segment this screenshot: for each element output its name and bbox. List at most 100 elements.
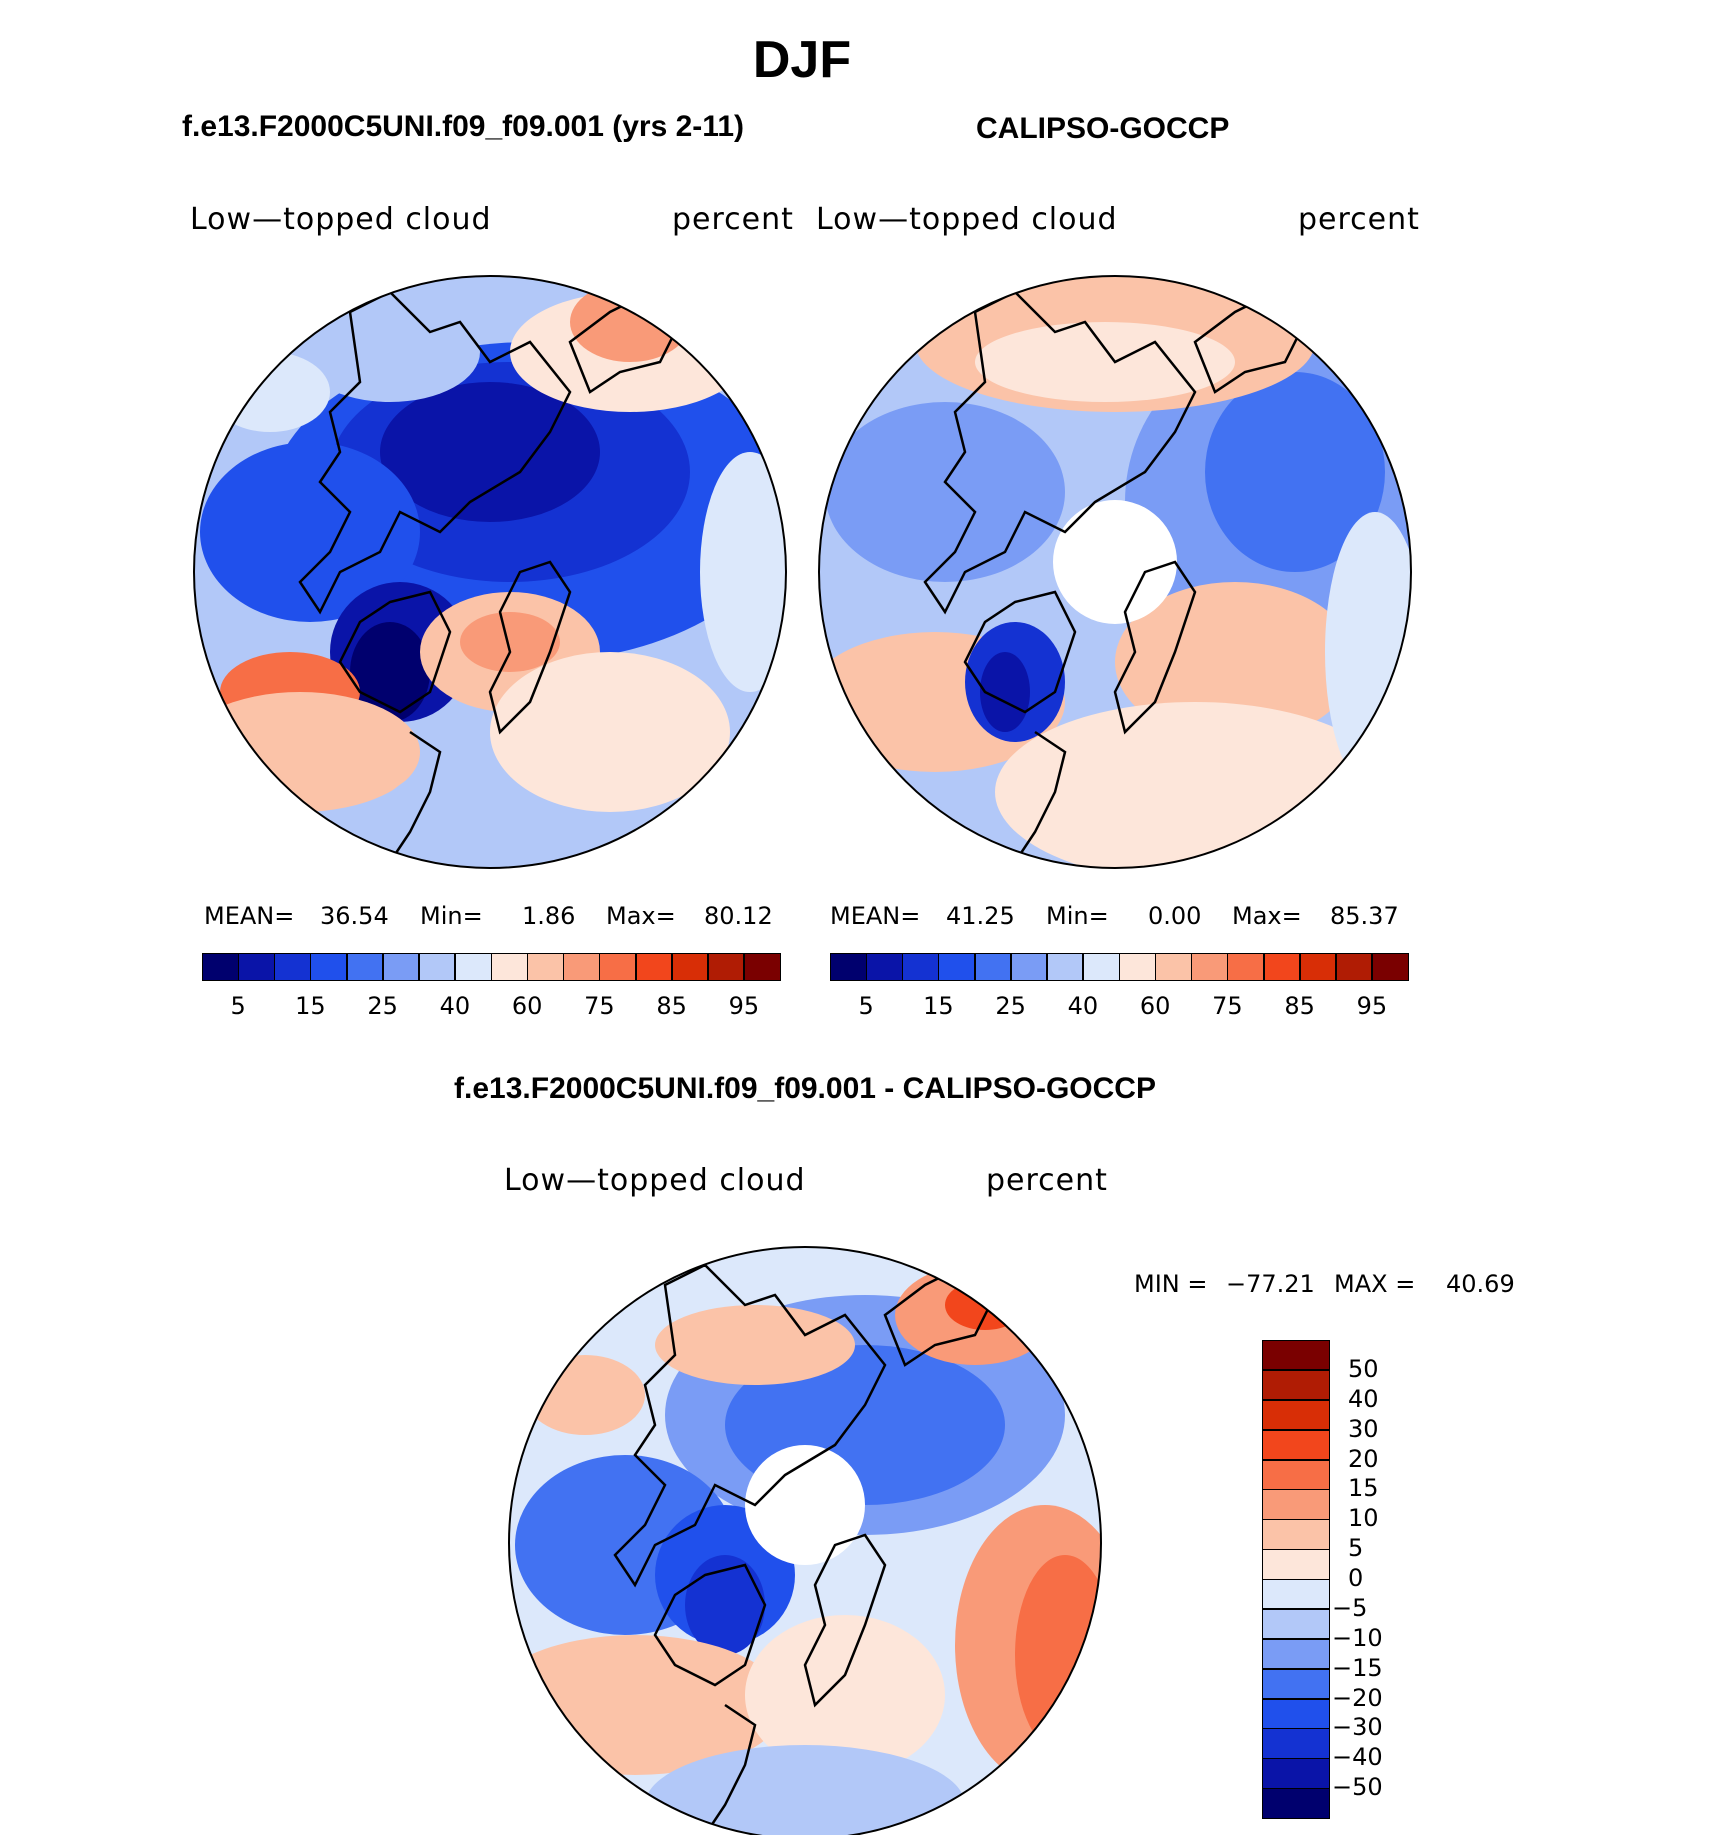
diff-panel-title: f.e13.F2000C5UNI.f09_f09.001 - CALIPSO-G… <box>454 1072 1156 1105</box>
colorbar-swatch <box>1262 1459 1330 1490</box>
colorbar-swatch <box>238 953 275 981</box>
diff-max-label: MAX = <box>1334 1270 1416 1298</box>
colorbar-tick-label: 85 <box>656 992 687 1020</box>
colorbar-tick-label: −40 <box>1332 1743 1383 1772</box>
diff-units-label: percent <box>986 1163 1108 1198</box>
colorbar-tick-label: 15 <box>295 992 326 1020</box>
colorbar-swatch <box>1082 953 1120 981</box>
colorbar-tick-label: 60 <box>1139 992 1171 1020</box>
colorbar-swatch <box>1262 1608 1330 1640</box>
colorbar-swatch <box>1191 953 1228 981</box>
colorbar-swatch <box>346 953 384 981</box>
colorbar-swatch <box>491 953 528 981</box>
colorbar-tick-label: 95 <box>1356 992 1388 1020</box>
colorbar-tick-label: 20 <box>1348 1444 1379 1473</box>
colorbar-swatch <box>527 953 564 981</box>
colorbar-tick-label: −10 <box>1332 1623 1383 1652</box>
colorbar-tick-label: −5 <box>1332 1593 1368 1622</box>
colorbar-swatch <box>1262 1668 1330 1699</box>
colorbar-tick-label: 15 <box>1348 1474 1379 1503</box>
colorbar-swatch <box>902 953 939 981</box>
obs-max-value: 85.37 <box>1330 902 1399 930</box>
obs-min-label: Min= <box>1046 902 1109 930</box>
colorbar-tick-label: 95 <box>728 992 760 1020</box>
colorbar-tick-label: 25 <box>367 992 398 1020</box>
colorbar-swatch <box>1262 1788 1330 1819</box>
colorbar-swatch <box>830 953 867 981</box>
obs-min-value: 0.00 <box>1148 902 1202 930</box>
colorbar-swatch <box>1263 953 1301 981</box>
model-colorbar-ticks: 5 15 25 40 60 75 85 95 <box>202 992 780 1022</box>
colorbar-tick-label: −15 <box>1332 1653 1383 1682</box>
colorbar-swatch <box>1262 1340 1330 1371</box>
colorbar-swatch <box>382 953 420 981</box>
colorbar-swatch <box>418 953 456 981</box>
colorbar-tick-label: 40 <box>1067 992 1099 1020</box>
obs-units-label: percent <box>1298 202 1420 237</box>
obs-colorbar <box>830 953 1409 981</box>
colorbar-swatch <box>1262 1698 1330 1729</box>
colorbar-swatch <box>274 953 311 981</box>
obs-mean-value: 41.25 <box>946 902 1015 930</box>
colorbar-tick-label: −20 <box>1332 1683 1383 1712</box>
colorbar-tick-label: 0 <box>1348 1564 1364 1592</box>
colorbar-swatch <box>563 953 600 981</box>
diff-colorbar <box>1262 1340 1330 1819</box>
colorbar-tick-label: 40 <box>1348 1384 1379 1413</box>
colorbar-swatch <box>1262 1429 1330 1460</box>
colorbar-tick-label: 25 <box>995 992 1026 1020</box>
obs-panel-title: CALIPSO-GOCCP <box>976 112 1230 145</box>
colorbar-swatch <box>671 953 709 981</box>
obs-polar-map <box>818 275 1412 869</box>
obs-colorbar-ticks: 5 15 25 40 60 75 85 95 <box>830 992 1408 1022</box>
colorbar-tick-label: 75 <box>1212 992 1243 1020</box>
colorbar-swatch <box>454 953 492 981</box>
diff-min-label: MIN = <box>1134 1270 1208 1298</box>
colorbar-swatch <box>974 953 1012 981</box>
colorbar-swatch <box>1262 1758 1330 1789</box>
colorbar-swatch <box>202 953 239 981</box>
colorbar-swatch <box>1371 953 1409 981</box>
colorbar-swatch <box>1010 953 1048 981</box>
colorbar-tick-label: 15 <box>923 992 954 1020</box>
obs-stats: MEAN= 41.25 Min= 0.00 Max= 85.37 <box>830 902 1410 930</box>
colorbar-swatch <box>1262 1399 1330 1431</box>
colorbar-swatch <box>1227 953 1264 981</box>
colorbar-swatch <box>1262 1549 1330 1580</box>
colorbar-swatch <box>707 953 745 981</box>
colorbar-tick-label: 30 <box>1348 1414 1379 1443</box>
colorbar-tick-label: 5 <box>858 992 874 1020</box>
model-colorbar <box>202 953 781 981</box>
colorbar-tick-label: 50 <box>1348 1354 1379 1383</box>
obs-mean-label: MEAN= <box>830 902 921 930</box>
colorbar-swatch <box>866 953 903 981</box>
colorbar-tick-label: 75 <box>584 992 615 1020</box>
model-panel-title: f.e13.F2000C5UNI.f09_f09.001 (yrs 2-11) <box>182 110 745 143</box>
colorbar-tick-label: 60 <box>511 992 543 1020</box>
season-title: DJF <box>752 31 852 89</box>
colorbar-swatch <box>743 953 781 981</box>
colorbar-tick-label: −30 <box>1332 1713 1383 1742</box>
model-mean-value: 36.54 <box>320 902 389 930</box>
colorbar-tick-label: 5 <box>1348 1534 1364 1563</box>
diff-polar-map <box>508 1246 1102 1835</box>
model-stats: MEAN= 36.54 Min= 1.86 Max= 80.12 <box>204 902 784 930</box>
colorbar-swatch <box>1262 1519 1330 1550</box>
colorbar-swatch <box>938 953 975 981</box>
diff-stats: MIN = −77.21 MAX = 40.69 <box>1134 1270 1554 1298</box>
diff-colorbar-ticks: 50 40 30 20 15 10 5 0 −5 −10 −15 −20 −30 −40 −50 <box>1332 1340 1430 1818</box>
colorbar-swatch <box>1335 953 1373 981</box>
model-max-label: Max= <box>606 902 676 930</box>
colorbar-swatch <box>1262 1638 1330 1670</box>
colorbar-swatch <box>635 953 673 981</box>
obs-variable-label: Low—topped cloud <box>816 202 1118 237</box>
colorbar-swatch <box>1262 1728 1330 1759</box>
colorbar-swatch <box>1262 1369 1330 1401</box>
colorbar-swatch <box>310 953 347 981</box>
model-mean-label: MEAN= <box>204 902 295 930</box>
colorbar-tick-label: 10 <box>1348 1504 1379 1533</box>
colorbar-tick-label: 85 <box>1284 992 1315 1020</box>
colorbar-swatch <box>1262 1579 1330 1610</box>
colorbar-swatch <box>1262 1489 1330 1520</box>
colorbar-swatch <box>1119 953 1156 981</box>
